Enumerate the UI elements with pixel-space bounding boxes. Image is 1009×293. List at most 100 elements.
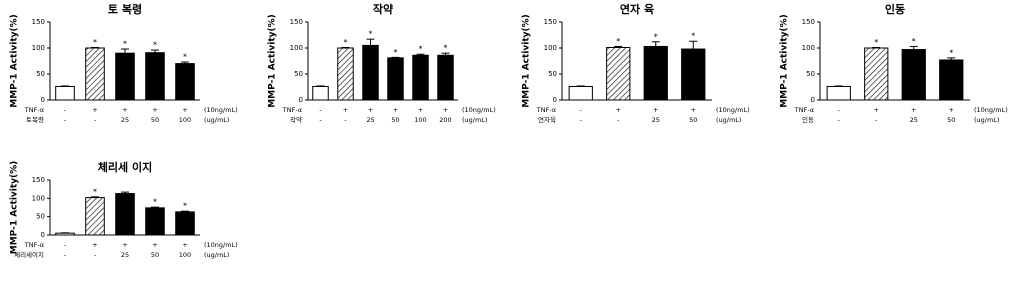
condition-unit: (ug/mL) (716, 116, 741, 124)
chart-title: 인동 (885, 2, 905, 16)
y-tick-label: 100 (32, 194, 45, 202)
condition-value: - (94, 116, 97, 124)
bar (901, 49, 926, 101)
bar (412, 54, 429, 101)
condition-label: 인동 (802, 115, 814, 124)
condition-unit: (ug/mL) (204, 251, 229, 259)
significance: * (153, 41, 157, 50)
condition-value: 50 (689, 116, 697, 124)
significance: * (93, 187, 97, 196)
y-tick-label: 50 (548, 70, 557, 78)
condition-value: 100 (414, 116, 426, 124)
condition-value: - (875, 116, 878, 124)
chart-title: 체리세 이지 (98, 160, 152, 174)
y-tick-label: 150 (802, 18, 815, 26)
bar (864, 47, 889, 101)
condition-value: + (368, 106, 373, 114)
bar (387, 57, 404, 101)
y-tick-label: 50 (806, 70, 815, 78)
condition-unit: (10ng/mL) (204, 106, 238, 114)
condition-value: - (344, 116, 347, 124)
condition-label: TNF-α (794, 106, 814, 114)
y-tick-label: 100 (290, 44, 303, 52)
condition-value: + (418, 106, 423, 114)
condition-value: - (319, 106, 322, 114)
condition-label: TNF-α (24, 241, 44, 249)
condition-value: + (92, 241, 97, 249)
condition-value: 50 (151, 116, 159, 124)
significance: * (93, 38, 97, 47)
condition-value: 50 (151, 251, 159, 259)
condition-value: 25 (910, 116, 918, 124)
condition-label: 연자육 (538, 115, 556, 124)
y-tick-label: 0 (553, 96, 557, 104)
condition-value: + (152, 241, 157, 249)
condition-label: TNF-α (282, 106, 302, 114)
condition-unit: (ug/mL) (204, 116, 229, 124)
bar (312, 85, 329, 101)
significance: * (183, 202, 187, 211)
condition-value: - (64, 241, 67, 249)
significance: * (912, 37, 916, 46)
condition-value: 25 (366, 116, 374, 124)
condition-value: + (653, 106, 658, 114)
significance: * (344, 38, 348, 47)
y-tick-label: 100 (544, 44, 557, 52)
bar (85, 47, 105, 101)
significance: * (444, 44, 448, 53)
condition-value: 100 (179, 116, 191, 124)
condition-value: 25 (121, 251, 129, 259)
y-axis-label: MMP-1 Activity(%) (10, 14, 20, 108)
condition-value: + (616, 106, 621, 114)
condition-value: 50 (391, 116, 399, 124)
condition-value: 25 (121, 116, 129, 124)
condition-value: - (580, 106, 583, 114)
condition-label: 토복령 (26, 116, 44, 124)
condition-label: 체리세이지 (14, 250, 44, 259)
condition-value: + (874, 106, 879, 114)
significance: * (394, 48, 398, 57)
condition-value: + (911, 106, 916, 114)
y-axis-label: MMP-1 Activity(%) (268, 14, 278, 108)
condition-label: 작약 (290, 115, 302, 124)
condition-value: - (838, 106, 841, 114)
bar (939, 59, 964, 101)
significance: * (369, 30, 373, 39)
condition-value: + (182, 241, 187, 249)
y-tick-label: 150 (32, 18, 45, 26)
condition-value: + (92, 106, 97, 114)
chart-title: 작약 (373, 2, 393, 16)
bar (362, 44, 379, 101)
y-tick-label: 0 (299, 96, 303, 104)
y-tick-label: 150 (290, 18, 303, 26)
condition-value: - (319, 116, 322, 124)
bar (826, 85, 851, 101)
chart-title: 연자 육 (620, 2, 654, 16)
significance: * (419, 45, 423, 54)
condition-value: - (617, 116, 620, 124)
condition-value: + (691, 106, 696, 114)
y-tick-label: 150 (544, 18, 557, 26)
condition-value: 200 (439, 116, 451, 124)
condition-value: - (64, 251, 67, 259)
condition-value: 25 (652, 116, 660, 124)
condition-value: 50 (947, 116, 955, 124)
bar (145, 52, 165, 101)
bar (643, 45, 668, 101)
condition-value: - (580, 116, 583, 124)
y-tick-label: 50 (36, 70, 45, 78)
condition-unit: (10ng/mL) (974, 106, 1008, 114)
bar (568, 85, 593, 101)
bar (145, 207, 165, 236)
y-tick-label: 100 (32, 44, 45, 52)
condition-unit: (10ng/mL) (462, 106, 496, 114)
bar (85, 197, 105, 236)
bar (175, 211, 195, 236)
significance: * (654, 32, 658, 41)
condition-value: + (343, 106, 348, 114)
bar (606, 46, 631, 101)
condition-value: - (838, 116, 841, 124)
bar (115, 52, 135, 101)
significance: * (123, 40, 127, 49)
